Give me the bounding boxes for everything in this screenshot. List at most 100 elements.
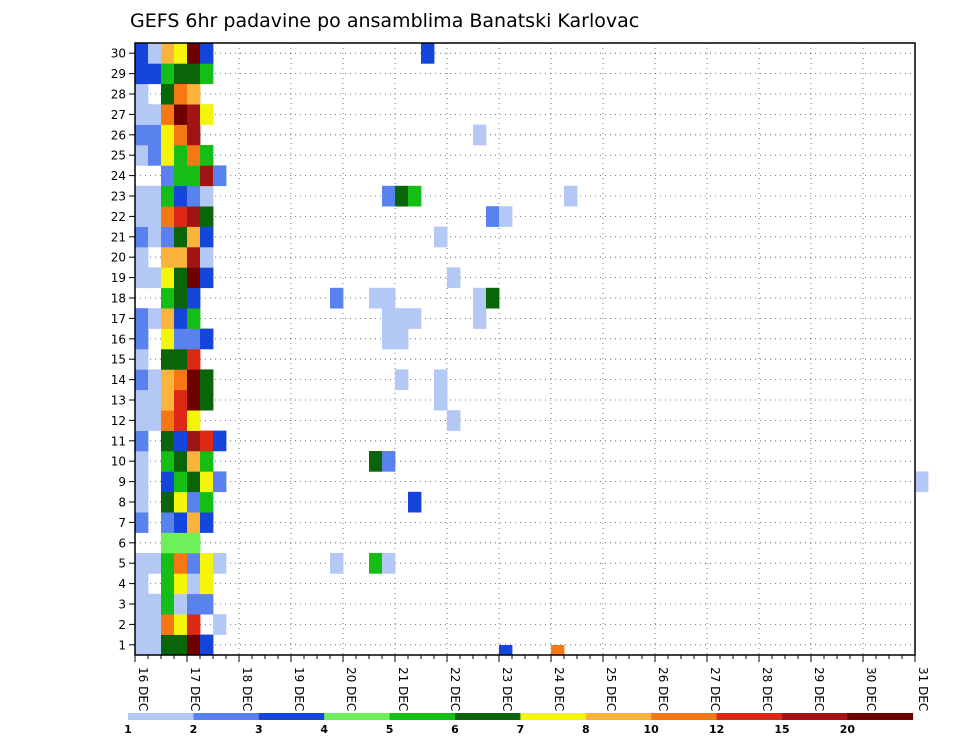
heatmap-cell bbox=[148, 104, 162, 125]
heatmap-cell bbox=[135, 471, 149, 493]
heatmap-cell bbox=[200, 369, 214, 391]
y-tick-label: 20 bbox=[111, 251, 126, 265]
y-tick-label: 10 bbox=[111, 455, 126, 469]
heatmap-cell bbox=[213, 614, 227, 635]
heatmap-cell bbox=[187, 247, 201, 268]
heatmap-cell bbox=[434, 226, 448, 248]
heatmap-cell bbox=[174, 267, 188, 289]
colorbar-swatch bbox=[324, 713, 390, 720]
heatmap-cell bbox=[187, 83, 201, 105]
heatmap-cell bbox=[174, 308, 188, 329]
heatmap-cell bbox=[447, 267, 461, 289]
heatmap-cell bbox=[148, 185, 162, 207]
heatmap-cell bbox=[161, 328, 175, 350]
heatmap-cell bbox=[187, 165, 201, 187]
heatmap-cell bbox=[135, 389, 149, 411]
heatmap-cell bbox=[369, 451, 383, 472]
heatmap-cell bbox=[434, 369, 448, 391]
heatmap-cell bbox=[135, 328, 149, 350]
heatmap-cell bbox=[330, 553, 344, 574]
heatmap-cell bbox=[135, 593, 149, 615]
heatmap-cell bbox=[200, 145, 214, 166]
heatmap-cell bbox=[187, 226, 201, 248]
y-tick-label: 7 bbox=[118, 516, 126, 530]
heatmap-cell bbox=[135, 83, 149, 105]
heatmap-cell bbox=[187, 287, 201, 309]
heatmap-cell bbox=[174, 145, 188, 166]
heatmap-cell bbox=[200, 512, 214, 533]
heatmap-cell bbox=[135, 206, 149, 227]
heatmap-cell bbox=[200, 430, 214, 452]
heatmap-cell bbox=[447, 410, 461, 431]
heatmap-cell bbox=[148, 145, 162, 166]
x-tick-label: 21 DEC bbox=[396, 667, 410, 711]
heatmap-cell bbox=[200, 267, 214, 289]
heatmap-cell bbox=[395, 308, 409, 329]
heatmap-cell bbox=[174, 185, 188, 207]
heatmap-cell bbox=[174, 634, 188, 656]
heatmap-cell bbox=[564, 185, 578, 207]
heatmap-cell bbox=[148, 267, 162, 289]
heatmap-cell bbox=[382, 308, 396, 329]
x-tick-label: 17 DEC bbox=[188, 667, 202, 711]
x-tick-label: 16 DEC bbox=[136, 667, 150, 711]
colorbar-label: 20 bbox=[840, 723, 856, 736]
heatmap-cell bbox=[200, 328, 214, 350]
colorbar-label: 6 bbox=[451, 723, 459, 736]
heatmap-cell bbox=[161, 634, 175, 656]
colorbar-swatch bbox=[258, 713, 325, 720]
colorbar-swatch bbox=[128, 713, 194, 720]
colorbar-swatch bbox=[193, 713, 260, 720]
heatmap-cell bbox=[187, 267, 201, 289]
heatmap-cell bbox=[174, 614, 188, 635]
heatmap-cell bbox=[187, 532, 201, 554]
heatmap-cell bbox=[200, 553, 214, 574]
heatmap-cell bbox=[187, 471, 201, 493]
heatmap-cell bbox=[330, 287, 344, 309]
x-tick-label: 26 DEC bbox=[656, 667, 670, 711]
heatmap-cell bbox=[148, 206, 162, 227]
heatmap-cell bbox=[499, 645, 513, 656]
heatmap-cell bbox=[148, 389, 162, 411]
y-tick-label: 9 bbox=[118, 475, 126, 489]
heatmap-cell bbox=[187, 430, 201, 452]
heatmap-cell bbox=[161, 451, 175, 472]
colorbar-swatch bbox=[651, 713, 717, 720]
colorbar-swatch bbox=[389, 713, 456, 720]
heatmap-cell bbox=[382, 185, 396, 207]
heatmap-cell bbox=[369, 287, 383, 309]
heatmap-cell bbox=[148, 593, 162, 615]
x-tick-label: 24 DEC bbox=[552, 667, 566, 711]
heatmap-cell bbox=[382, 328, 396, 350]
heatmap-cell bbox=[174, 43, 188, 64]
heatmap-cell bbox=[187, 308, 201, 329]
heatmap-cell bbox=[200, 185, 214, 207]
y-tick-label: 21 bbox=[111, 230, 126, 244]
heatmap-cell bbox=[135, 451, 149, 472]
heatmap-cell bbox=[174, 369, 188, 391]
colorbar-swatch bbox=[455, 713, 521, 720]
heatmap-cell bbox=[135, 226, 149, 248]
heatmap-cell bbox=[148, 553, 162, 574]
y-tick-label: 14 bbox=[111, 373, 126, 387]
y-tick-label: 13 bbox=[111, 394, 126, 408]
heatmap-cell bbox=[148, 308, 162, 329]
colorbar-swatch bbox=[782, 713, 848, 720]
heatmap-cell bbox=[161, 349, 175, 370]
y-tick-label: 30 bbox=[111, 47, 126, 61]
heatmap-cell bbox=[135, 267, 149, 289]
heatmap-cell bbox=[174, 165, 188, 187]
heatmap-cell bbox=[161, 185, 175, 207]
heatmap-cell bbox=[473, 287, 487, 309]
heatmap-cell bbox=[174, 593, 188, 615]
heatmap-cell bbox=[174, 491, 188, 513]
heatmap-cell bbox=[187, 512, 201, 533]
heatmap-cell bbox=[200, 451, 214, 472]
heatmap-cell bbox=[382, 451, 396, 472]
heatmap-cell bbox=[135, 553, 149, 574]
y-tick-label: 27 bbox=[111, 108, 126, 122]
x-tick-label: 23 DEC bbox=[500, 667, 514, 711]
x-tick-label: 27 DEC bbox=[708, 667, 722, 711]
heatmap-cell bbox=[174, 471, 188, 493]
